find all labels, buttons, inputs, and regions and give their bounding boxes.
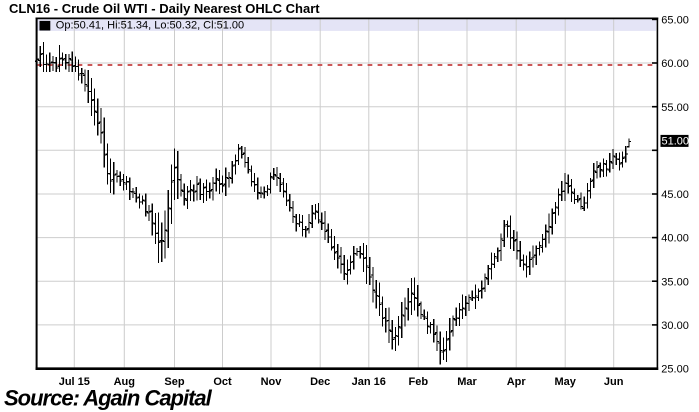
svg-text:40.00: 40.00 <box>661 233 689 245</box>
svg-text:35.00: 35.00 <box>661 276 689 288</box>
svg-text:Mar: Mar <box>457 376 477 388</box>
svg-text:Feb: Feb <box>409 376 429 388</box>
svg-text:Dec: Dec <box>310 376 330 388</box>
svg-text:CLN16 - Crude Oil WTI - Daily: CLN16 - Crude Oil WTI - Daily Nearest OH… <box>9 1 320 16</box>
svg-text:Op:50.41, Hi:51.34, Lo:50.32,: Op:50.41, Hi:51.34, Lo:50.32, Cl:51.00 <box>56 20 244 32</box>
svg-text:30.00: 30.00 <box>661 320 689 332</box>
svg-text:25.00: 25.00 <box>661 364 689 376</box>
svg-text:Jul 15: Jul 15 <box>59 376 90 388</box>
svg-text:Source: Again Capital: Source: Again Capital <box>4 386 213 411</box>
svg-text:Apr: Apr <box>507 376 527 388</box>
svg-text:60.00: 60.00 <box>661 58 689 70</box>
svg-text:Sep: Sep <box>164 376 184 388</box>
svg-text:Jan 16: Jan 16 <box>352 376 386 388</box>
svg-text:65.00: 65.00 <box>661 15 689 27</box>
svg-text:55.00: 55.00 <box>661 102 689 114</box>
svg-text:45.00: 45.00 <box>661 189 689 201</box>
svg-text:Aug: Aug <box>114 376 135 388</box>
svg-text:Jun: Jun <box>604 376 624 388</box>
svg-text:Nov: Nov <box>261 376 283 388</box>
svg-text:Oct: Oct <box>213 376 232 388</box>
svg-text:May: May <box>554 376 576 388</box>
svg-text:51.00: 51.00 <box>662 136 690 148</box>
